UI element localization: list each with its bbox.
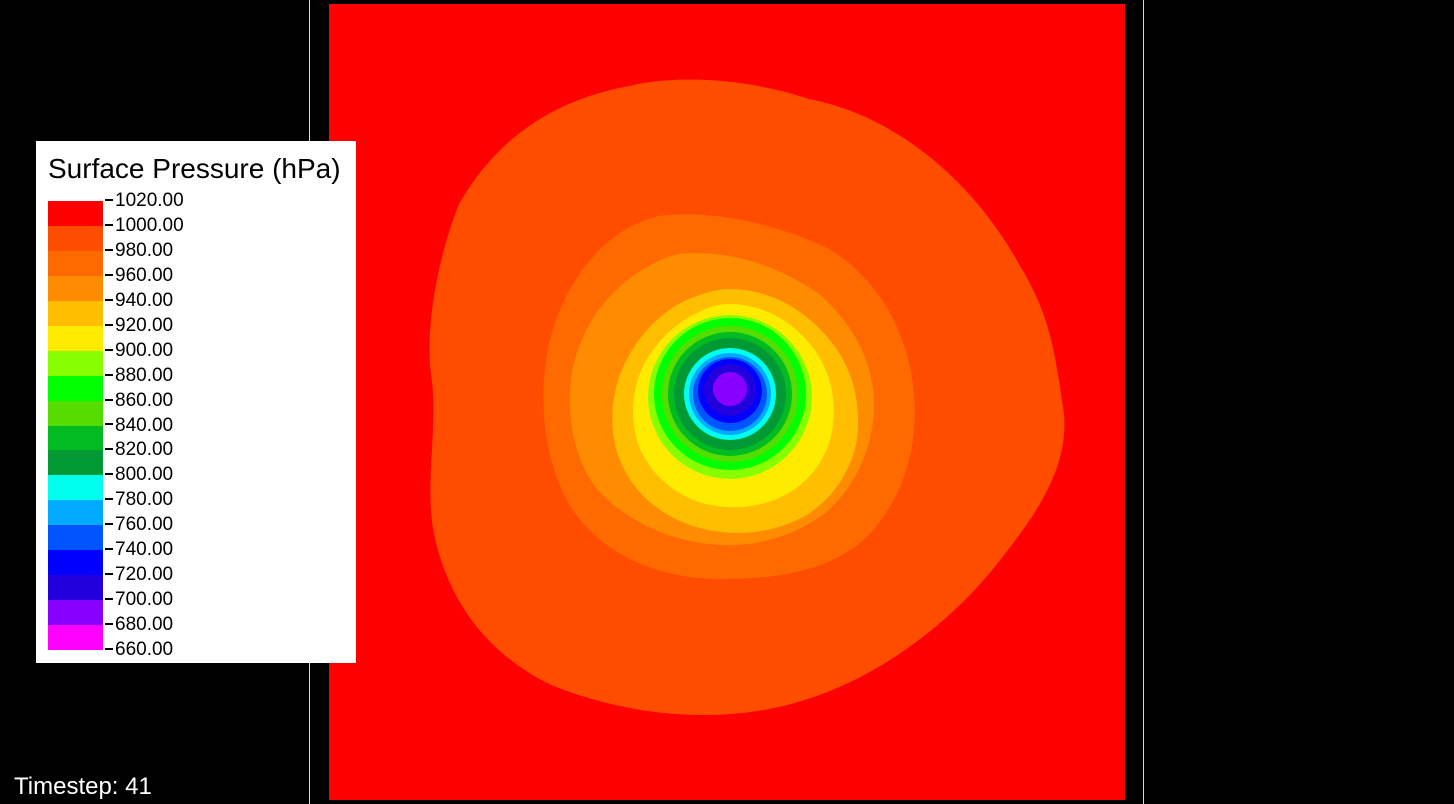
- legend-tick-mark: [105, 473, 113, 476]
- legend-tick-mark: [105, 448, 113, 451]
- legend-tick-mark: [105, 398, 113, 401]
- legend-swatch: [48, 375, 103, 402]
- legend-tick-value: 880.00: [115, 364, 174, 386]
- timestep-label: Timestep: 41: [14, 773, 152, 800]
- legend-tick-value: 980.00: [115, 239, 174, 261]
- legend-tick-value: 800.00: [115, 464, 174, 486]
- legend-tick-mark: [105, 548, 113, 551]
- legend-tick-label: 940.00: [105, 289, 173, 313]
- legend-tick-value: 900.00: [115, 339, 174, 361]
- legend-tick-value: 740.00: [115, 539, 174, 561]
- legend-title: Surface Pressure (hPa): [48, 153, 341, 184]
- legend-tick-value: 840.00: [115, 414, 174, 436]
- legend-tick-mark: [105, 623, 113, 626]
- legend-tick-value: 700.00: [115, 589, 174, 611]
- legend-swatch: [48, 300, 103, 327]
- legend-swatch: [48, 225, 103, 252]
- legend-color-bar: [48, 201, 103, 651]
- legend-tick-label: 860.00: [105, 389, 173, 413]
- legend-tick-mark: [105, 348, 113, 351]
- legend-swatch: [48, 575, 103, 601]
- legend-tick-label: 880.00: [105, 364, 173, 388]
- legend-swatch: [48, 400, 103, 426]
- viewport-divider-right: [1143, 0, 1144, 804]
- legend-tick-label: 720.00: [105, 563, 173, 587]
- legend-tick-value: 820.00: [115, 439, 174, 461]
- legend-tick-mark: [105, 248, 113, 251]
- legend-tick-label: 960.00: [105, 264, 173, 288]
- legend-tick-mark: [105, 373, 113, 376]
- legend-swatch: [48, 550, 103, 576]
- legend-tick-value: 760.00: [115, 514, 174, 536]
- legend-tick-mark: [105, 523, 113, 526]
- legend-tick-mark: [105, 273, 113, 276]
- legend-tick-mark: [105, 647, 113, 650]
- legend-swatch: [48, 525, 103, 551]
- legend-tick-mark: [105, 598, 113, 601]
- legend-tick-label: 800.00: [105, 463, 173, 487]
- legend-tick-value: 1000.00: [115, 214, 184, 236]
- legend-tick-label: 760.00: [105, 513, 173, 537]
- legend-swatch: [48, 450, 103, 476]
- legend-tick-label: 780.00: [105, 488, 173, 512]
- legend-tick-label: 820.00: [105, 438, 173, 462]
- legend-tick-value: 920.00: [115, 314, 174, 336]
- legend-tick-mark: [105, 498, 113, 501]
- legend-tick-mark: [105, 323, 113, 326]
- legend-tick-label: 920.00: [105, 314, 173, 338]
- legend-tick-label: 1020.00: [105, 189, 184, 213]
- legend-swatch: [48, 350, 103, 377]
- legend-tick-label: 700.00: [105, 588, 173, 612]
- legend-tick-mark: [105, 223, 113, 226]
- legend-swatch: [48, 275, 103, 302]
- legend-tick-value: 680.00: [115, 614, 174, 636]
- legend-swatch: [48, 425, 103, 451]
- legend-tick-value: 720.00: [115, 564, 174, 586]
- legend-swatch: [48, 475, 103, 501]
- legend-tick-label: 900.00: [105, 339, 173, 363]
- legend-tick-mark: [105, 198, 113, 201]
- legend-tick-label: 840.00: [105, 414, 173, 438]
- legend-tick-mark: [105, 298, 113, 301]
- legend-swatch: [48, 625, 103, 651]
- legend-tick-label: 980.00: [105, 239, 173, 263]
- legend-tick-value: 860.00: [115, 389, 174, 411]
- legend-tick-label: 660.00: [105, 638, 173, 662]
- legend-tick-value: 660.00: [115, 639, 174, 660]
- legend-tick-value: 940.00: [115, 289, 174, 311]
- legend-swatch: [48, 600, 103, 626]
- legend-swatch: [48, 500, 103, 526]
- legend-tick-mark: [105, 423, 113, 426]
- legend-swatch: [48, 201, 103, 227]
- pressure-contour-plot[interactable]: [329, 4, 1125, 800]
- pressure-legend: Surface Pressure (hPa) 1020.00 1000.00 980…: [36, 141, 356, 663]
- legend-tick-label: 1000.00: [105, 214, 184, 238]
- legend-tick-value: 780.00: [115, 489, 174, 511]
- legend-tick-label: 740.00: [105, 538, 173, 562]
- contour-700-center: [713, 372, 747, 406]
- legend-tick-mark: [105, 573, 113, 576]
- legend-tick-label: 680.00: [105, 613, 173, 637]
- legend-swatch: [48, 325, 103, 352]
- legend-tick-value: 960.00: [115, 264, 174, 286]
- legend-swatch: [48, 250, 103, 277]
- legend-tick-value: 1020.00: [115, 190, 184, 211]
